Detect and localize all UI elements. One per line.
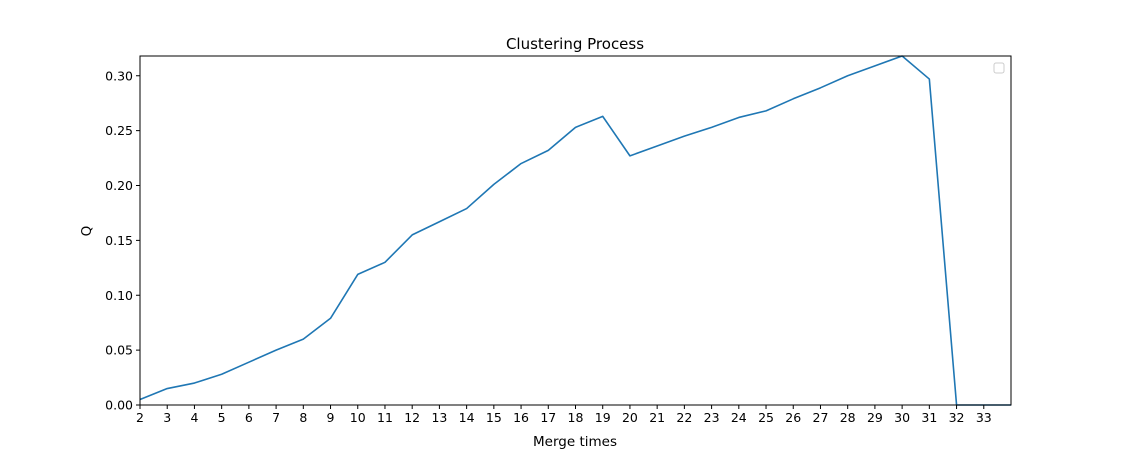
x-tick-label-13: 13 — [431, 410, 447, 425]
x-tick-label-11: 11 — [377, 410, 393, 425]
x-tick-label-6: 6 — [245, 410, 253, 425]
y-tick-label-0: 0.00 — [105, 398, 133, 413]
series-line-0 — [139, 55, 1011, 406]
x-tick-label-9: 9 — [327, 410, 335, 425]
x-tick-label-30: 30 — [894, 410, 910, 425]
y-tick-label-6: 0.30 — [105, 68, 133, 83]
x-tick-label-24: 24 — [731, 410, 747, 425]
legend-box — [993, 62, 1005, 74]
x-tick-label-18: 18 — [568, 410, 584, 425]
x-tick-label-12: 12 — [404, 410, 420, 425]
x-tick-label-8: 8 — [299, 410, 307, 425]
x-tick-label-5: 5 — [218, 410, 226, 425]
x-tick-label-3: 3 — [163, 410, 171, 425]
x-tick-label-17: 17 — [540, 410, 556, 425]
x-tick-label-27: 27 — [813, 410, 829, 425]
x-tick-label-23: 23 — [704, 410, 720, 425]
x-tick-label-16: 16 — [513, 410, 529, 425]
x-tick-label-15: 15 — [486, 410, 502, 425]
x-tick-label-29: 29 — [867, 410, 883, 425]
x-tick-label-20: 20 — [622, 410, 638, 425]
x-tick-label-31: 31 — [921, 410, 937, 425]
y-axis-label: Q — [79, 226, 95, 237]
x-tick-label-19: 19 — [595, 410, 611, 425]
x-tick-label-7: 7 — [272, 410, 280, 425]
y-tick-label-1: 0.05 — [105, 343, 133, 358]
plot-area: 2 3 4 5 6 7 8 9 10 11 12 13 14 15 16 17 18 19 20 21 22 23 24 25… — [105, 55, 1012, 425]
x-tick-label-33: 33 — [976, 410, 992, 425]
y-tick-label-2: 0.10 — [105, 288, 133, 303]
y-tick-label-5: 0.25 — [105, 123, 133, 138]
x-tick-label-22: 22 — [676, 410, 692, 425]
x-tick-label-14: 14 — [459, 410, 475, 425]
x-tick-label-32: 32 — [949, 410, 965, 425]
x-tick-label-26: 26 — [785, 410, 801, 425]
x-tick-label-10: 10 — [350, 410, 366, 425]
x-axis-label: Merge times — [533, 434, 617, 450]
chart-title: Clustering Process — [506, 35, 644, 53]
x-tick-label-21: 21 — [649, 410, 665, 425]
x-tick-label-28: 28 — [840, 410, 856, 425]
x-tick-label-2: 2 — [136, 410, 144, 425]
y-tick-label-4: 0.20 — [105, 178, 133, 193]
y-tick-label-3: 0.15 — [105, 233, 133, 248]
x-tick-label-25: 25 — [758, 410, 774, 425]
x-tick-label-4: 4 — [190, 410, 198, 425]
